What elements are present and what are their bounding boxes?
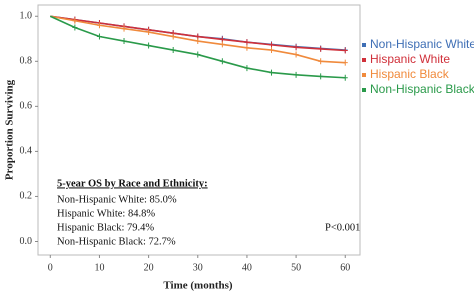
legend-label: Non-Hispanic Black	[370, 82, 474, 96]
y-tick-label: 0.2	[20, 191, 33, 202]
censor-mark	[72, 24, 78, 31]
x-tick-label: 10	[94, 262, 104, 273]
x-axis-title: Time (months)	[163, 280, 232, 292]
x-tick-label: 20	[144, 262, 154, 273]
censor-mark	[293, 44, 299, 51]
censor-mark	[146, 29, 152, 36]
censor-mark	[244, 44, 250, 51]
censor-mark	[96, 33, 102, 40]
legend-label: Non-Hispanic White	[370, 37, 474, 51]
plot-frame	[37, 4, 361, 256]
censor-mark	[195, 51, 201, 58]
x-tick-label: 30	[193, 262, 203, 273]
censor-mark	[170, 33, 176, 40]
legend-marker	[362, 43, 366, 47]
y-tick-label: 0.4	[20, 146, 33, 157]
censor-mark	[96, 22, 102, 29]
legend-label: Hispanic White	[370, 52, 450, 66]
summary-line: Non-Hispanic White: 85.0%	[57, 194, 177, 205]
summary-title: 5-year OS by Race and Ethnicity:	[57, 178, 208, 189]
x-tick-label: 60	[340, 262, 350, 273]
summary-line: Non-Hispanic Black: 72.7%	[57, 236, 176, 247]
censor-mark	[293, 71, 299, 78]
censor-mark	[146, 42, 152, 49]
x-tick-label: 50	[291, 262, 301, 273]
censor-mark	[293, 51, 299, 58]
y-tick-label: 1.0	[20, 11, 33, 22]
censor-mark	[219, 41, 225, 48]
censor-mark	[195, 38, 201, 45]
legend-marker	[362, 73, 366, 77]
legend-marker	[362, 58, 366, 62]
censor-mark	[342, 47, 348, 54]
censor-mark	[244, 65, 250, 72]
x-tick-label: 0	[48, 262, 53, 273]
legend-marker	[362, 88, 366, 92]
summary-line: Hispanic Black: 79.4%	[57, 222, 154, 233]
censor-mark	[269, 47, 275, 54]
y-tick-label: 0.8	[20, 56, 33, 67]
censor-mark	[244, 39, 250, 46]
survival-curve	[50, 15, 346, 51]
y-axis-title: Proportion Surviving	[4, 79, 16, 180]
censor-mark	[342, 59, 348, 66]
censor-mark	[318, 73, 324, 80]
censor-mark	[342, 74, 348, 81]
survival-curve	[50, 15, 346, 52]
censor-mark	[219, 58, 225, 65]
y-tick-label: 0.0	[20, 236, 33, 247]
censor-mark	[318, 58, 324, 65]
p-value: P<0.001	[325, 222, 360, 233]
x-tick-label: 40	[242, 262, 252, 273]
legend-label: Hispanic Black	[370, 67, 450, 81]
censor-mark	[269, 41, 275, 48]
censor-mark	[170, 47, 176, 54]
summary-line: Hispanic White: 84.8%	[57, 208, 155, 219]
censor-mark	[318, 45, 324, 52]
censor-mark	[121, 25, 127, 32]
censor-mark	[72, 17, 78, 24]
y-tick-label: 0.6	[20, 101, 33, 112]
censor-mark	[121, 38, 127, 45]
censor-mark	[269, 69, 275, 76]
